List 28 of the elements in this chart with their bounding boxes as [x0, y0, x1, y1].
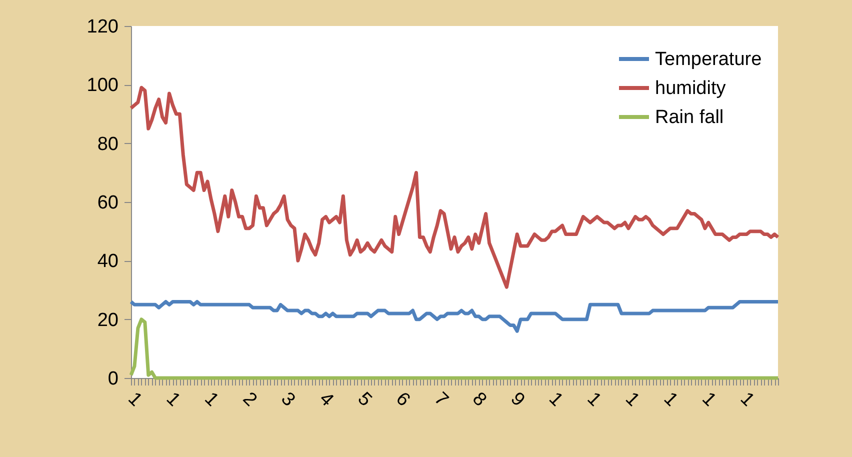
x-tick-label: 6: [392, 388, 414, 411]
x-tick-label: 1: [162, 388, 184, 411]
x-tick-label: 1: [124, 388, 146, 411]
x-tick-label: 7: [430, 388, 452, 411]
y-tick-label: 40: [97, 251, 118, 272]
x-tick-label: 1: [544, 388, 567, 411]
y-tick-label: 60: [97, 192, 118, 214]
legend-label: Temperature: [655, 49, 762, 70]
x-tick-label: 1: [736, 388, 758, 411]
x-tick-label: 1: [698, 388, 720, 411]
legend-label: humidity: [655, 78, 726, 99]
line-series: [129, 300, 780, 333]
x-tick-label: 5: [353, 388, 376, 411]
x-tick-label: 1: [621, 388, 644, 411]
y-tick-label: 0: [108, 368, 118, 390]
x-tick-label: 4: [315, 388, 338, 412]
x-tick-label: 1: [200, 388, 223, 411]
x-tick-label: 1: [582, 388, 606, 411]
x-tick-label: 3: [276, 388, 300, 411]
x-tick-label: 8: [468, 388, 490, 411]
y-tick-label: 120: [86, 16, 118, 38]
y-tick-label: 100: [86, 75, 118, 96]
legend-label: Rain fall: [655, 107, 724, 128]
y-tick-label: 20: [97, 310, 118, 331]
x-tick-label: 1: [659, 388, 682, 411]
x-tick-label: 9: [506, 388, 529, 411]
y-tick-label: 80: [97, 134, 118, 155]
x-tick-label: 2: [238, 388, 261, 411]
